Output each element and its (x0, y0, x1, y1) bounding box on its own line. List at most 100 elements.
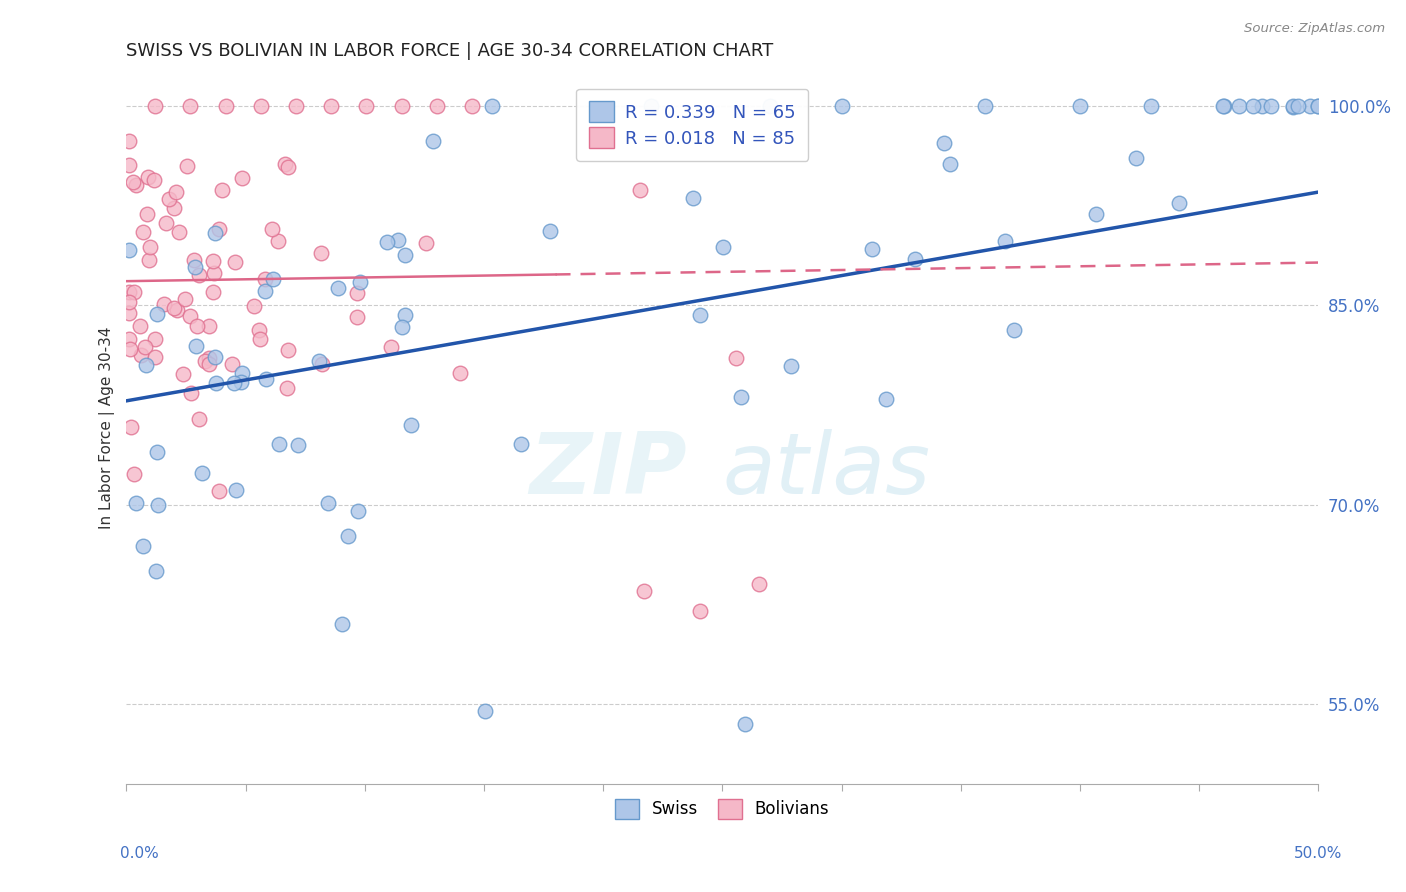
Point (134, 340, 156, 354)
Point (1140, 98, 1163, 112)
Point (1227, 98, 1250, 112)
Point (152, 296, 174, 310)
Point (143, 351, 166, 365)
Point (198, 357, 221, 371)
Point (711, 240, 734, 254)
Point (202, 285, 225, 299)
Point (139, 239, 162, 253)
Text: SWISS VS BOLIVIAN IN LABOR FORCE | AGE 30-34 CORRELATION CHART: SWISS VS BOLIVIAN IN LABOR FORCE | AGE 3… (127, 42, 773, 60)
Text: atlas: atlas (723, 429, 931, 512)
Point (994, 234, 1017, 248)
Point (628, 183, 651, 197)
Point (231, 366, 253, 380)
Point (173, 292, 195, 306)
Point (1212, 98, 1234, 112)
Point (163, 301, 186, 316)
Text: Source: ZipAtlas.com: Source: ZipAtlas.com (1244, 22, 1385, 36)
Point (179, 309, 201, 323)
Point (426, 98, 449, 112)
Point (449, 366, 471, 380)
Point (138, 170, 160, 185)
Point (633, 584, 655, 599)
Point (391, 320, 413, 334)
Point (249, 332, 271, 346)
Point (276, 381, 298, 395)
Point (510, 437, 533, 451)
Point (725, 351, 748, 365)
Point (143, 332, 166, 346)
Point (172, 367, 194, 381)
Point (1281, 100, 1303, 114)
Point (285, 98, 308, 112)
Point (260, 222, 283, 236)
Point (973, 98, 995, 112)
Point (481, 98, 503, 112)
Point (118, 158, 141, 172)
Point (875, 392, 897, 406)
Point (186, 319, 208, 334)
Point (689, 308, 711, 322)
Point (399, 417, 422, 432)
Point (1125, 151, 1147, 165)
Point (208, 221, 231, 235)
Point (118, 342, 141, 356)
Point (311, 357, 333, 371)
Point (145, 564, 167, 578)
Point (163, 201, 186, 215)
Point (287, 438, 309, 452)
Point (269, 437, 291, 451)
Point (759, 98, 782, 112)
Text: 0.0%: 0.0% (120, 846, 159, 861)
Point (939, 157, 962, 171)
Point (309, 246, 332, 260)
Point (1308, 98, 1330, 112)
Point (166, 185, 188, 199)
Point (221, 357, 243, 371)
Point (1298, 98, 1320, 112)
Point (187, 412, 209, 426)
Point (262, 272, 284, 286)
Point (277, 343, 299, 357)
Point (1251, 98, 1274, 112)
Point (689, 604, 711, 618)
Point (860, 242, 883, 256)
Point (308, 354, 330, 368)
Point (208, 483, 231, 498)
Point (155, 216, 177, 230)
Point (124, 285, 146, 299)
Point (380, 339, 402, 353)
Point (135, 358, 157, 372)
Point (148, 498, 170, 512)
Point (734, 717, 756, 731)
Point (186, 339, 208, 353)
Point (267, 235, 290, 249)
Point (204, 226, 226, 240)
Point (1286, 98, 1309, 112)
Point (180, 385, 202, 400)
Point (118, 134, 141, 148)
Point (1167, 196, 1189, 211)
Point (461, 98, 484, 112)
Point (1004, 323, 1026, 337)
Point (138, 252, 160, 267)
Point (128, 319, 150, 334)
Point (1308, 98, 1330, 112)
Point (125, 178, 148, 192)
Point (391, 98, 413, 112)
Point (143, 98, 166, 112)
Point (157, 192, 180, 206)
Point (1281, 98, 1303, 112)
Point (204, 351, 226, 365)
Point (346, 285, 368, 300)
Point (118, 285, 141, 299)
Point (387, 233, 409, 247)
Y-axis label: In Labor Force | Age 30-34: In Labor Force | Age 30-34 (100, 326, 115, 529)
Point (375, 235, 398, 249)
Point (231, 171, 253, 186)
Point (167, 225, 190, 239)
Point (394, 308, 416, 322)
Point (415, 235, 437, 250)
Point (831, 98, 853, 112)
Point (122, 467, 145, 482)
Point (277, 161, 299, 175)
